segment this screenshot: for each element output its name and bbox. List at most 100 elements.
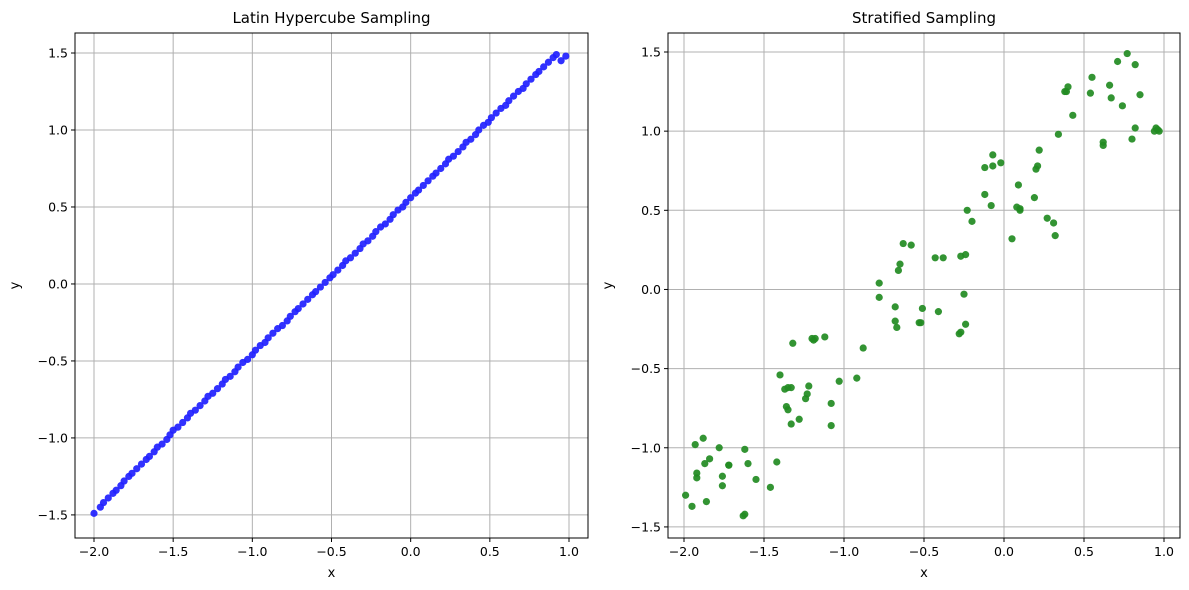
strat-data-point [894, 266, 903, 275]
strat-data-point [691, 440, 699, 449]
lhs-data-point [145, 452, 154, 460]
strat-data-point [803, 390, 811, 398]
strat-data-point [1114, 57, 1122, 66]
strat-data-point [1016, 205, 1024, 213]
strat-data-point [981, 163, 989, 172]
lhs-chart-title: Latin Hypercube Sampling [232, 9, 430, 27]
strat-x-tick-label: −1.0 [829, 544, 859, 559]
lhs-y-tick-label: 0.5 [48, 199, 68, 214]
strat-data-point [787, 384, 795, 392]
lhs-data-point [552, 50, 560, 59]
lhs-x-tick-label: 0.5 [480, 544, 500, 559]
strat-data-point [891, 317, 899, 325]
strat-data-point [699, 434, 707, 442]
lhs-data-point [535, 67, 543, 76]
strat-y-tick-label: 1.0 [641, 124, 661, 139]
strat-data-point [1131, 61, 1139, 69]
strat-data-point [715, 444, 723, 452]
strat-data-point [962, 320, 970, 328]
strat-data-point [773, 458, 781, 466]
strat-data-point [787, 420, 795, 428]
lhs-data-point [407, 194, 415, 202]
strat-panel: −2.0 −1.5 −1.0 −0.5 0.0 0.5 1.0 −1.5 −1.0 −0.5 0.0… [601, 9, 1181, 581]
lhs-data-point [432, 169, 440, 177]
strat-data-point [931, 254, 939, 262]
strat-data-point [718, 472, 727, 480]
lhs-data-point [174, 423, 182, 431]
strat-data-point [997, 159, 1005, 167]
lhs-data-point [334, 266, 342, 274]
strat-data-point [1131, 124, 1139, 132]
strat-y-tick-label: 0.0 [641, 282, 661, 297]
lhs-data-point [112, 486, 120, 494]
lhs-y-tick-label: −0.5 [38, 353, 68, 368]
strat-x-tick-label: −1.5 [749, 544, 779, 559]
lhs-x-tick-label: 1.0 [559, 544, 579, 559]
strat-data-point [789, 339, 797, 347]
lhs-data-point [286, 312, 294, 320]
lhs-data-point [414, 186, 423, 194]
strat-data-point [1051, 232, 1059, 240]
lhs-data-point [158, 440, 166, 448]
strat-data-point [891, 303, 899, 311]
strat-data-point [939, 254, 947, 262]
strat-chart-title: Stratified Sampling [852, 9, 996, 27]
strat-data-point [1014, 181, 1023, 189]
strat-data-point [693, 469, 701, 477]
lhs-x-axis-label: x [328, 566, 336, 581]
strat-data-point [1088, 73, 1096, 81]
strat-data-point [1050, 219, 1058, 227]
lhs-data-point [437, 164, 445, 173]
strat-data-point [989, 162, 997, 170]
lhs-data-point [304, 295, 312, 303]
strat-data-point [1155, 127, 1163, 135]
strat-data-point [989, 151, 997, 159]
strat-data-point [1069, 111, 1077, 119]
strat-data-point [981, 190, 989, 199]
strat-data-point [744, 459, 752, 468]
strat-data-point [875, 279, 883, 287]
strat-data-point [962, 251, 970, 259]
lhs-x-tick-label: −0.5 [316, 544, 346, 559]
lhs-data-point [509, 92, 518, 100]
lhs-data-point [316, 283, 325, 291]
lhs-data-point [454, 147, 462, 156]
strat-data-point [859, 344, 867, 352]
lhs-panel: −2.0 −1.5 −1.0 −0.5 0.0 0.5 1.0 −1.5 −1.0 −0.5 0.0… [8, 9, 589, 581]
strat-data-point [957, 328, 965, 336]
lhs-data-point [278, 321, 287, 330]
strat-data-point [776, 371, 784, 379]
lhs-data-point [299, 300, 307, 308]
lhs-data-point [487, 114, 496, 122]
lhs-y-tick-label: −1.0 [38, 430, 68, 445]
lhs-data-point [492, 109, 500, 117]
lhs-data-point [99, 498, 108, 507]
lhs-data-point [226, 372, 234, 380]
strat-y-tick-label: −1.5 [631, 519, 661, 534]
lhs-y-tick-label: 1.0 [48, 122, 68, 137]
lhs-data-point [191, 406, 199, 414]
lhs-x-tick-label: −2.0 [79, 544, 109, 559]
strat-data-point [784, 406, 792, 414]
lhs-x-tick-label: −1.0 [237, 544, 267, 559]
strat-data-point [688, 502, 696, 510]
lhs-data-point [209, 389, 217, 397]
strat-data-point [805, 382, 813, 390]
lhs-y-axis-label: y [8, 281, 23, 289]
lhs-data-point [213, 385, 222, 393]
strat-data-point [893, 323, 901, 332]
lhs-data-point [540, 63, 548, 71]
strat-data-point [811, 334, 819, 343]
lhs-data-point [557, 57, 565, 65]
lhs-data-point [424, 177, 432, 185]
strat-data-point [821, 333, 829, 341]
lhs-data-point [351, 249, 359, 257]
strat-y-tick-label: −1.0 [631, 440, 661, 455]
lhs-data-point [419, 181, 427, 190]
strat-data-point [1064, 83, 1072, 91]
strat-x-tick-label: −0.5 [909, 544, 939, 559]
lhs-data-point [346, 254, 355, 262]
strat-data-point [1128, 135, 1136, 143]
strat-data-point [875, 293, 883, 301]
strat-data-point [718, 482, 727, 490]
